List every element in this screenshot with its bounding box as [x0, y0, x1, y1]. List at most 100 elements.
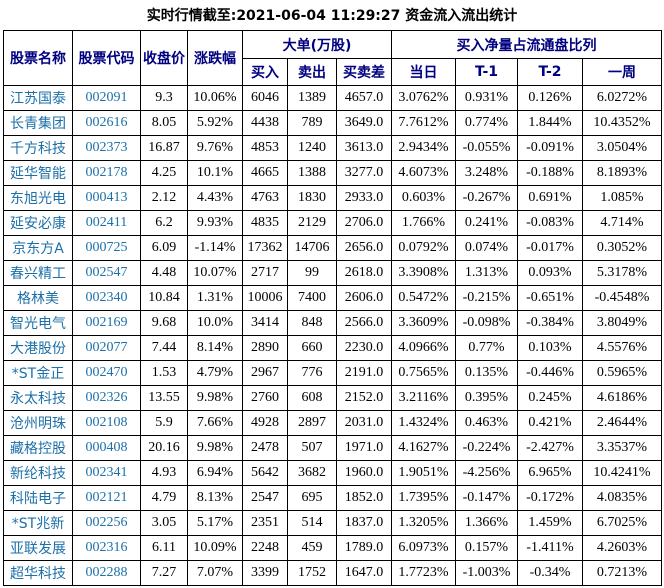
- table-row[interactable]: 延安必康 002411 6.2 9.93% 4835 2129 2706.0 1.766% 0.…: [3, 210, 662, 236]
- cell-stock-name: *ST金正: [3, 360, 73, 386]
- cell-buy: 2967: [242, 360, 288, 386]
- cell-change-pct: 6.94%: [187, 460, 243, 486]
- col-header-buy-sell-diff: 买卖差: [336, 58, 392, 86]
- cell-ratio-week: 10.4352%: [582, 110, 662, 136]
- header-row-subcolumns: 买入 卖出 买卖差 当日 T-1 T-2 一周: [4, 58, 662, 86]
- cell-buy-sell-diff: 1852.0: [336, 485, 392, 511]
- col-header-stock-name: 股票名称: [3, 30, 73, 86]
- cell-buy-sell-diff: 2191.0: [336, 360, 392, 386]
- cell-ratio-today: 1.7723%: [391, 560, 456, 586]
- cell-stock-code: 002178: [72, 160, 141, 186]
- cell-ratio-t1: -0.055%: [455, 135, 518, 161]
- table-row[interactable]: 永太科技 002326 13.55 9.98% 2760 608 2152.0 3.2116%…: [3, 385, 662, 411]
- table-row[interactable]: 智光电气 002169 9.68 10.0% 3414 848 2566.0 3.3609% -…: [3, 310, 662, 336]
- cell-ratio-t1: 0.157%: [455, 535, 518, 561]
- table-row[interactable]: 京东方A 000725 6.09 -1.14% 17362 14706 2656.0 0.07…: [3, 235, 662, 261]
- cell-ratio-today: 3.3609%: [391, 310, 456, 336]
- col-header-close-price: 收盘价: [140, 30, 188, 86]
- col-header-t2: T-2: [517, 58, 583, 86]
- cell-ratio-t1: 0.931%: [455, 85, 518, 111]
- table-row[interactable]: *ST兆新 002256 3.05 5.17% 2351 514 1837.0 1.3205%…: [3, 510, 662, 536]
- cell-close-price: 8.05: [140, 110, 188, 136]
- table-row[interactable]: 东旭光电 000413 2.12 4.43% 4763 1830 2933.0 0.603% -…: [3, 185, 662, 211]
- table-row[interactable]: 江苏国泰 002091 9.3 10.06% 6046 1389 4657.0 3.0762%…: [3, 85, 662, 111]
- table-row[interactable]: 新纶科技 002341 4.93 6.94% 5642 3682 1960.0 1.9051%…: [3, 460, 662, 486]
- table-row[interactable]: 大港股份 002077 7.44 8.14% 2890 660 2230.0 4.0966% 0…: [3, 335, 662, 361]
- cell-sell: 1389: [287, 85, 337, 111]
- cell-stock-code: 002470: [72, 360, 141, 386]
- cell-sell: 776: [287, 360, 337, 386]
- col-header-change-pct: 涨跌幅: [187, 30, 243, 86]
- cell-stock-code: 000725: [72, 235, 141, 261]
- cell-buy-sell-diff: 1960.0: [336, 460, 392, 486]
- cell-close-price: 6.09: [140, 235, 188, 261]
- cell-stock-name: 超华科技: [3, 560, 73, 586]
- cell-sell: 3682: [287, 460, 337, 486]
- cell-buy-sell-diff: 1837.0: [336, 510, 392, 536]
- table-row[interactable]: 格林美 002340 10.84 1.31% 10006 7400 2606.0 0.5472…: [3, 285, 662, 311]
- cell-close-price: 13.55: [140, 385, 188, 411]
- cell-change-pct: 1.31%: [187, 285, 243, 311]
- cell-sell: 608: [287, 385, 337, 411]
- cell-buy: 4665: [242, 160, 288, 186]
- table-row[interactable]: *ST金正 002470 1.53 4.79% 2967 776 2191.0 0.7565%…: [3, 360, 662, 386]
- table-row[interactable]: 科陆电子 002121 4.79 8.13% 2547 695 1852.0 1.7395% -…: [3, 485, 662, 511]
- cell-ratio-today: 7.7612%: [391, 110, 456, 136]
- table-row[interactable]: 长青集团 002616 8.05 5.92% 4438 789 3649.0 7.7612% 0…: [3, 110, 662, 136]
- cell-buy: 4853: [242, 135, 288, 161]
- cell-ratio-t2: 0.103%: [517, 335, 583, 361]
- stock-capital-flow-table: 股票名称 股票代码 收盘价 涨跌幅 大单(万股) 买入净量占流通盘比列 买入 卖…: [3, 30, 662, 586]
- table-row[interactable]: 千方科技 002373 16.87 9.76% 4853 1240 3613.0 2.9434…: [3, 135, 662, 161]
- cell-buy: 2890: [242, 335, 288, 361]
- cell-ratio-week: 3.0504%: [582, 135, 662, 161]
- cell-ratio-t2: 0.691%: [517, 185, 583, 211]
- cell-buy: 4928: [242, 410, 288, 436]
- cell-change-pct: 5.17%: [187, 510, 243, 536]
- cell-change-pct: 10.06%: [187, 85, 243, 111]
- cell-stock-code: 002326: [72, 385, 141, 411]
- cell-ratio-week: 6.7025%: [582, 510, 662, 536]
- cell-close-price: 2.12: [140, 185, 188, 211]
- cell-buy: 3414: [242, 310, 288, 336]
- cell-ratio-t1: 0.774%: [455, 110, 518, 136]
- cell-ratio-today: 4.0966%: [391, 335, 456, 361]
- cell-ratio-week: 8.1893%: [582, 160, 662, 186]
- table-row[interactable]: 超华科技 002288 7.27 7.07% 3399 1752 1647.0 1.7723%…: [3, 560, 662, 586]
- cell-sell: 99: [287, 260, 337, 286]
- cell-close-price: 20.16: [140, 435, 188, 461]
- cell-ratio-today: 3.2116%: [391, 385, 456, 411]
- col-header-today: 当日: [391, 58, 456, 86]
- table-row[interactable]: 沧州明珠 002108 5.9 7.66% 4928 2897 2031.0 1.4324% 0…: [3, 410, 662, 436]
- cell-buy-sell-diff: 2706.0: [336, 210, 392, 236]
- table-row[interactable]: 亚联发展 002316 6.11 10.09% 2248 459 1789.0 6.0973%…: [3, 535, 662, 561]
- cell-stock-code: 000413: [72, 185, 141, 211]
- cell-stock-code: 002121: [72, 485, 141, 511]
- cell-close-price: 10.84: [140, 285, 188, 311]
- cell-change-pct: 8.13%: [187, 485, 243, 511]
- cell-ratio-t1: 0.241%: [455, 210, 518, 236]
- cell-ratio-t2: -0.172%: [517, 485, 583, 511]
- table-row[interactable]: 延华智能 002178 4.25 10.1% 4665 1388 3277.0 4.6073%…: [3, 160, 662, 186]
- cell-buy-sell-diff: 1647.0: [336, 560, 392, 586]
- cell-ratio-t2: -0.091%: [517, 135, 583, 161]
- cell-ratio-today: 0.5472%: [391, 285, 456, 311]
- cell-stock-code: 002169: [72, 310, 141, 336]
- cell-ratio-t1: -0.215%: [455, 285, 518, 311]
- col-header-buy: 买入: [242, 58, 288, 86]
- cell-buy: 6046: [242, 85, 288, 111]
- cell-buy-sell-diff: 2152.0: [336, 385, 392, 411]
- cell-stock-name: 千方科技: [3, 135, 73, 161]
- cell-ratio-t1: -4.256%: [455, 460, 518, 486]
- cell-change-pct: 9.98%: [187, 385, 243, 411]
- col-header-sell: 卖出: [287, 58, 337, 86]
- cell-ratio-today: 1.4324%: [391, 410, 456, 436]
- table-row[interactable]: 春兴精工 002547 4.48 10.07% 2717 99 2618.0 3.3908% 1…: [3, 260, 662, 286]
- cell-ratio-today: 4.6073%: [391, 160, 456, 186]
- cell-ratio-t2: -0.384%: [517, 310, 583, 336]
- cell-stock-code: 002256: [72, 510, 141, 536]
- cell-ratio-t2: 0.093%: [517, 260, 583, 286]
- table-row[interactable]: 藏格控股 000408 20.16 9.98% 2478 507 1971.0 4.1627%…: [3, 435, 662, 461]
- cell-stock-code: 000408: [72, 435, 141, 461]
- cell-ratio-week: 4.5576%: [582, 335, 662, 361]
- cell-ratio-week: 3.3537%: [582, 435, 662, 461]
